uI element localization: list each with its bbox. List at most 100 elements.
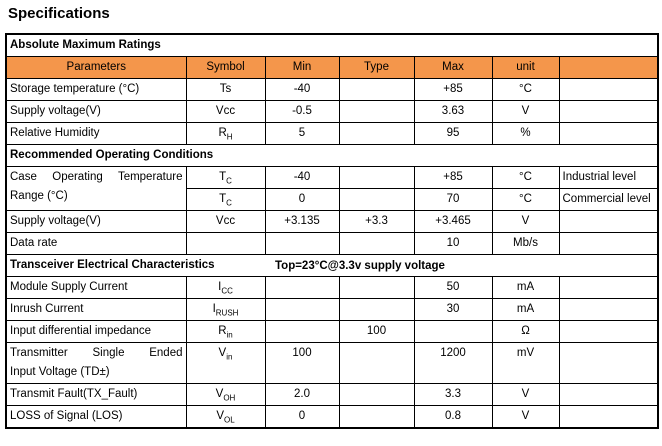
param-cell: Transmitter Single Ended Input Voltage (T…: [5, 342, 187, 384]
column-header-symbol: Symbol: [185, 56, 266, 79]
type-cell: [338, 383, 415, 406]
section-title-cell: Transceiver Electrical Characteristics To…: [5, 254, 659, 277]
unit-cell: °C: [491, 78, 560, 101]
note-cell: [558, 383, 659, 406]
param-text: Relative Humidity: [10, 127, 100, 139]
symbol-cell: TC: [185, 166, 266, 189]
page-title: Specifications: [8, 5, 110, 22]
note-cell: [558, 342, 659, 384]
param-text: LOSS of Signal (LOS): [10, 410, 123, 422]
param-text: Transmitter Single Ended: [10, 347, 183, 359]
type-cell: [338, 298, 415, 321]
param-text: Case Operating Temperature: [10, 171, 183, 183]
symbol-cell: Vcc: [185, 100, 266, 123]
param-cell: Supply voltage(V): [5, 210, 187, 233]
param-text: Storage temperature (°C): [10, 83, 140, 95]
symbol-subscript: C: [226, 198, 232, 208]
min-cell: -0.5: [264, 100, 340, 123]
param-cell: Storage temperature (°C): [5, 78, 187, 101]
min-cell: [264, 276, 340, 299]
symbol-base: T: [219, 193, 227, 205]
note-cell: [558, 320, 659, 343]
symbol-cell: ICC: [185, 276, 266, 299]
unit-cell: V: [491, 210, 560, 233]
max-cell: 1200: [413, 342, 493, 384]
type-cell: +3.3: [338, 210, 415, 233]
min-cell: 0: [264, 405, 340, 429]
max-cell: 0.8: [413, 405, 493, 429]
param-text: Range (°C): [10, 190, 68, 202]
symbol-cell: Vin: [185, 342, 266, 384]
symbol-subscript: H: [226, 132, 233, 142]
unit-cell: %: [491, 122, 560, 145]
min-cell: 0: [264, 188, 340, 211]
symbol-base: T: [219, 171, 227, 183]
symbol-cell: Ts: [185, 78, 266, 101]
specifications-table: Absolute Maximum Ratings Parameters Symbol…: [5, 33, 659, 429]
min-cell: -40: [264, 166, 340, 189]
max-cell: 95: [413, 122, 493, 145]
param-text: Data rate: [10, 237, 58, 249]
section-title: Absolute Maximum Ratings: [10, 39, 161, 51]
note-cell: [558, 100, 659, 123]
symbol-cell: Rin: [185, 320, 266, 343]
symbol-base: Vcc: [215, 215, 236, 227]
column-header-row: Parameters Symbol Min Type Max unit: [5, 56, 659, 79]
max-cell: 3.63: [413, 100, 493, 123]
table-row: Storage temperature (°C) Ts -40 +85 °C: [5, 78, 659, 101]
symbol-cell: [185, 232, 266, 255]
symbol-cell: VOH: [185, 383, 266, 406]
section-title-cell: Absolute Maximum Ratings: [5, 33, 659, 57]
symbol-base: I: [212, 303, 216, 315]
max-cell: 3.3: [413, 383, 493, 406]
section-header-row: Absolute Maximum Ratings: [5, 33, 659, 57]
symbol-base: V: [216, 410, 224, 422]
symbol-subscript: RUSH: [215, 308, 239, 318]
type-cell: [338, 188, 415, 211]
max-cell: +3.465: [413, 210, 493, 233]
note-cell: [558, 276, 659, 299]
param-text: Input Voltage (TD±): [10, 366, 110, 378]
symbol-cell: IRUSH: [185, 298, 266, 321]
section-header-row: Recommended Operating Conditions: [5, 144, 659, 167]
note-cell: [558, 405, 659, 429]
table-row: LOSS of Signal (LOS) VOL 0 0.8 V: [5, 405, 659, 429]
max-cell: +85: [413, 78, 493, 101]
table-row: Transmitter Single Ended Input Voltage (T…: [5, 342, 659, 384]
symbol-cell: RH: [185, 122, 266, 145]
param-cell: Supply voltage(V): [5, 100, 187, 123]
section-header-row: Transceiver Electrical Characteristics To…: [5, 254, 659, 277]
param-cell: Module Supply Current: [5, 276, 187, 299]
min-cell: +3.135: [264, 210, 340, 233]
max-cell: +85: [413, 166, 493, 189]
symbol-subscript: in: [226, 330, 233, 340]
table-row: Supply voltage(V) Vcc -0.5 3.63 V: [5, 100, 659, 123]
note-cell: [558, 78, 659, 101]
type-cell: [338, 405, 415, 429]
type-cell: 100: [338, 320, 415, 343]
column-header-parameters: Parameters: [5, 56, 187, 79]
unit-cell: mA: [491, 298, 560, 321]
type-cell: [338, 342, 415, 384]
symbol-base: Ts: [219, 83, 232, 95]
max-cell: 10: [413, 232, 493, 255]
max-cell: 30: [413, 298, 493, 321]
unit-cell: °C: [491, 166, 560, 189]
note-cell: Industrial level: [558, 166, 659, 189]
section-title: Transceiver Electrical Characteristics: [10, 259, 215, 271]
type-cell: [338, 166, 415, 189]
note-cell: [558, 298, 659, 321]
section-title-cell: Recommended Operating Conditions: [5, 144, 659, 167]
param-text: Inrush Current: [10, 303, 84, 315]
symbol-subscript: in: [226, 352, 233, 362]
note-cell: [558, 210, 659, 233]
symbol-cell: TC: [185, 188, 266, 211]
min-cell: 2.0: [264, 383, 340, 406]
symbol-subscript: CC: [221, 286, 233, 296]
table-row: Case Operating Temperature Range (°C) TC -4…: [5, 166, 659, 211]
symbol-subscript: OL: [224, 415, 235, 425]
symbol-base: V: [218, 347, 227, 359]
unit-cell: Mb/s: [491, 232, 560, 255]
max-cell: 50: [413, 276, 493, 299]
unit-cell: V: [491, 405, 560, 429]
